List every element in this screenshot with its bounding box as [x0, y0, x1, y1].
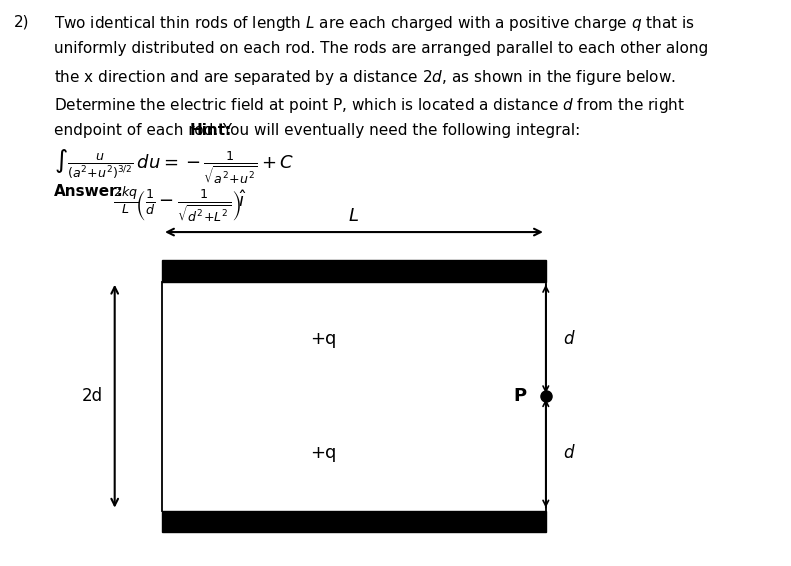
Text: $\frac{2kq}{L}\!\left(\frac{1}{d} - \frac{1}{\sqrt{d^2\!+\!L^2}}\right)\!\hat{\i: $\frac{2kq}{L}\!\left(\frac{1}{d} - \fra…: [113, 184, 247, 224]
Text: the x direction and are separated by a distance 2$d$, as shown in the figure bel: the x direction and are separated by a d…: [54, 68, 676, 88]
Text: endpoint of each rod.: endpoint of each rod.: [54, 123, 223, 138]
Text: You will eventually need the following integral:: You will eventually need the following i…: [218, 123, 581, 138]
Text: 2d: 2d: [81, 387, 103, 405]
Text: Two identical thin rods of length $L$ are each charged with a positive charge $q: Two identical thin rods of length $L$ ar…: [54, 14, 694, 33]
Text: Hint:: Hint:: [190, 123, 233, 138]
Text: $L$: $L$: [349, 207, 359, 225]
Text: P: P: [513, 387, 526, 405]
Bar: [162, 260, 546, 282]
Text: 2): 2): [14, 14, 30, 29]
Text: +q: +q: [310, 444, 336, 462]
Text: Determine the electric field at point P, which is located a distance $d$ from th: Determine the electric field at point P,…: [54, 96, 685, 115]
Text: Answer:: Answer:: [54, 184, 123, 199]
Bar: [162, 511, 546, 532]
Text: $d$: $d$: [563, 444, 576, 462]
Text: $\int \frac{u}{(a^2\!+\!u^2)^{3/2}}\,du = -\frac{1}{\sqrt{a^2\!+\!u^2}} + C$: $\int \frac{u}{(a^2\!+\!u^2)^{3/2}}\,du …: [54, 147, 294, 186]
Text: uniformly distributed on each rod. The rods are arranged parallel to each other : uniformly distributed on each rod. The r…: [54, 41, 708, 57]
Text: $d$: $d$: [563, 330, 576, 348]
Text: +q: +q: [310, 330, 336, 348]
